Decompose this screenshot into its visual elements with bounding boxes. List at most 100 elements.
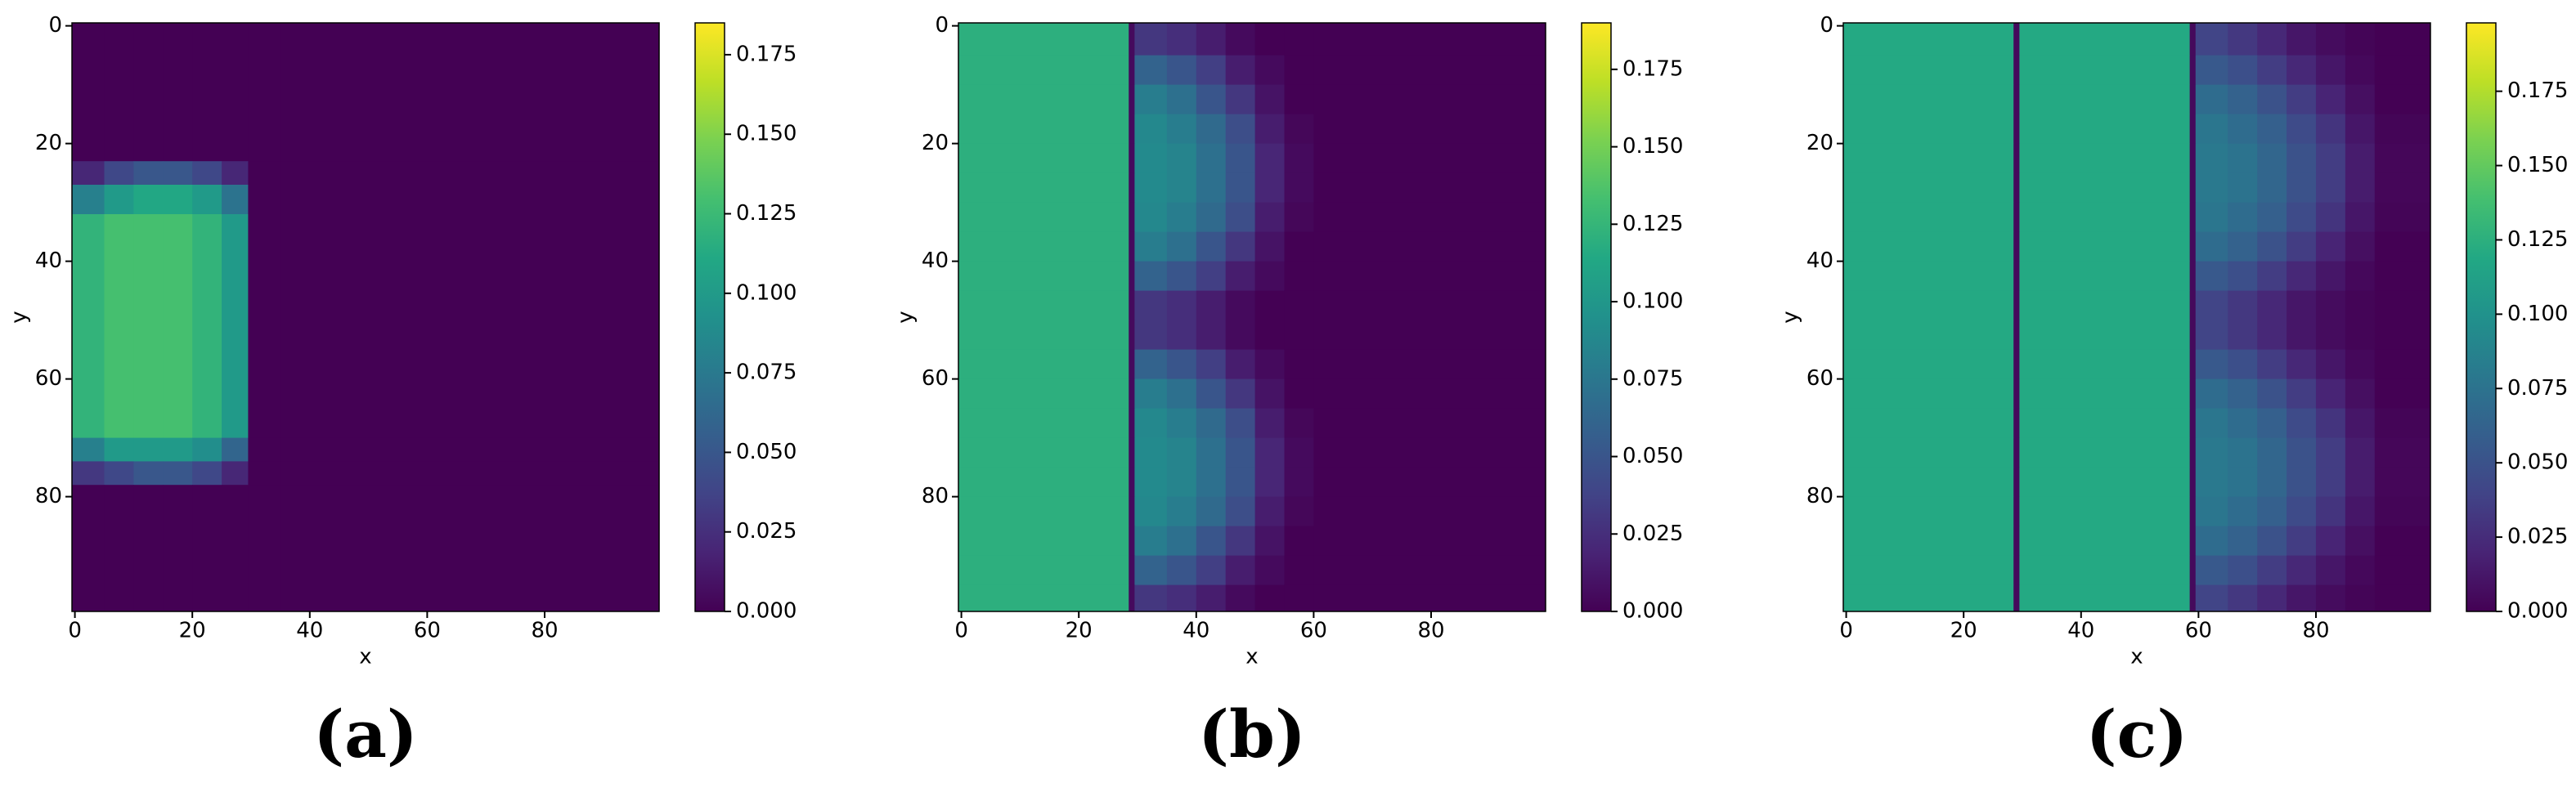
heat-cell xyxy=(248,161,281,186)
heat-cell xyxy=(2189,114,2197,145)
heat-cell xyxy=(1225,172,1256,204)
heat-cell xyxy=(2287,172,2317,204)
heat-cell xyxy=(1313,349,1546,380)
heat-cell xyxy=(248,485,281,612)
heat-cell xyxy=(2019,55,2191,86)
heat-cell xyxy=(2019,526,2191,557)
heat-cell xyxy=(1166,55,1197,86)
heat-cell xyxy=(2345,231,2376,262)
heat-cell xyxy=(1129,584,1135,612)
y-tick-label: 0 xyxy=(48,13,62,38)
heat-cell xyxy=(2345,496,2376,527)
heat-cell xyxy=(2019,202,2191,233)
heat-cell xyxy=(1225,231,1256,262)
heat-cell xyxy=(104,185,134,215)
heat-cell xyxy=(1129,202,1135,233)
heat-cell xyxy=(1166,437,1197,468)
heat-cell xyxy=(1254,496,1285,527)
heat-cell xyxy=(2257,172,2287,204)
heat-cell xyxy=(958,23,1129,56)
heat-cell xyxy=(2345,202,2376,233)
heat-cell xyxy=(2189,202,2197,233)
heat-cell xyxy=(2374,55,2431,86)
heat-cell xyxy=(2189,231,2197,262)
heat-cell xyxy=(2228,23,2258,56)
heat-cell xyxy=(1196,202,1227,233)
heat-cell xyxy=(1843,526,2014,557)
heat-cell xyxy=(1254,555,1285,586)
colorbar-tick-label: 0.075 xyxy=(2507,376,2568,401)
heat-cell xyxy=(2189,378,2197,410)
heat-cell xyxy=(1254,84,1285,115)
heat-cell xyxy=(2345,320,2376,351)
heat-cell xyxy=(280,437,660,462)
heat-cell xyxy=(1284,349,1314,380)
heat-cell xyxy=(72,214,105,439)
heat-cell xyxy=(1166,467,1197,498)
heat-cell xyxy=(1129,143,1135,174)
heat-cell xyxy=(2019,467,2191,498)
heat-cell xyxy=(163,461,193,486)
x-tick-label: 60 xyxy=(414,619,441,643)
heat-cell xyxy=(2345,84,2376,115)
heat-cell xyxy=(1166,408,1197,439)
heat-cell xyxy=(2257,261,2287,292)
heat-cell xyxy=(2374,496,2431,527)
heat-cell xyxy=(2195,584,2228,612)
heat-cell xyxy=(2195,261,2228,292)
heat-cell xyxy=(1166,584,1197,612)
heat-cell xyxy=(72,437,105,462)
heat-cell xyxy=(1225,261,1256,292)
heat-cell xyxy=(1225,23,1256,56)
heat-cell xyxy=(1254,320,1285,351)
heat-cell xyxy=(1129,172,1135,204)
heat-cell xyxy=(2315,261,2346,292)
heat-cell xyxy=(2195,555,2228,586)
heat-cell xyxy=(2013,526,2020,557)
heat-cell xyxy=(1134,408,1168,439)
y-axis-label: y xyxy=(1779,311,1803,323)
heat-cell xyxy=(1129,378,1135,410)
heat-cell xyxy=(72,185,105,215)
colorbar-tick-label: 0.150 xyxy=(2507,153,2568,177)
heat-cell xyxy=(2257,23,2287,56)
heat-cell xyxy=(2345,408,2376,439)
heat-cell xyxy=(2228,584,2258,612)
heat-cell xyxy=(2013,23,2020,56)
heat-cell xyxy=(72,461,105,486)
heat-cell xyxy=(1313,378,1546,410)
heat-cell xyxy=(2195,437,2228,468)
heat-cell xyxy=(1284,114,1314,145)
heat-cell xyxy=(1196,84,1227,115)
heat-cell xyxy=(133,461,164,486)
heat-cell xyxy=(2287,84,2317,115)
heat-cell xyxy=(2345,378,2376,410)
heat-cell xyxy=(2287,496,2317,527)
heat-cell xyxy=(1129,23,1135,56)
heat-cell xyxy=(2013,555,2020,586)
heat-cell xyxy=(2287,143,2317,174)
heat-cell xyxy=(2013,231,2020,262)
heat-cell xyxy=(1134,320,1168,351)
heat-cell xyxy=(2228,143,2258,174)
heat-cell xyxy=(1254,172,1285,204)
heat-cell xyxy=(1196,408,1227,439)
heat-cell xyxy=(1129,526,1135,557)
x-axis-label: x xyxy=(1245,645,1258,669)
heat-cell xyxy=(1166,172,1197,204)
heat-cell xyxy=(1134,496,1168,527)
heat-cell xyxy=(1225,496,1256,527)
heat-cell xyxy=(2019,496,2191,527)
heat-cell xyxy=(1134,23,1168,56)
heat-cell xyxy=(2257,143,2287,174)
heat-cell xyxy=(1313,320,1546,351)
heat-cell xyxy=(2374,526,2431,557)
heat-cell xyxy=(163,485,193,612)
heat-cell xyxy=(1284,231,1314,262)
heat-cell xyxy=(248,185,281,215)
heat-cell xyxy=(2195,172,2228,204)
heat-cell xyxy=(2228,290,2258,321)
heat-cell xyxy=(2315,172,2346,204)
y-tick-label: 80 xyxy=(35,484,62,508)
heat-cell xyxy=(1196,231,1227,262)
